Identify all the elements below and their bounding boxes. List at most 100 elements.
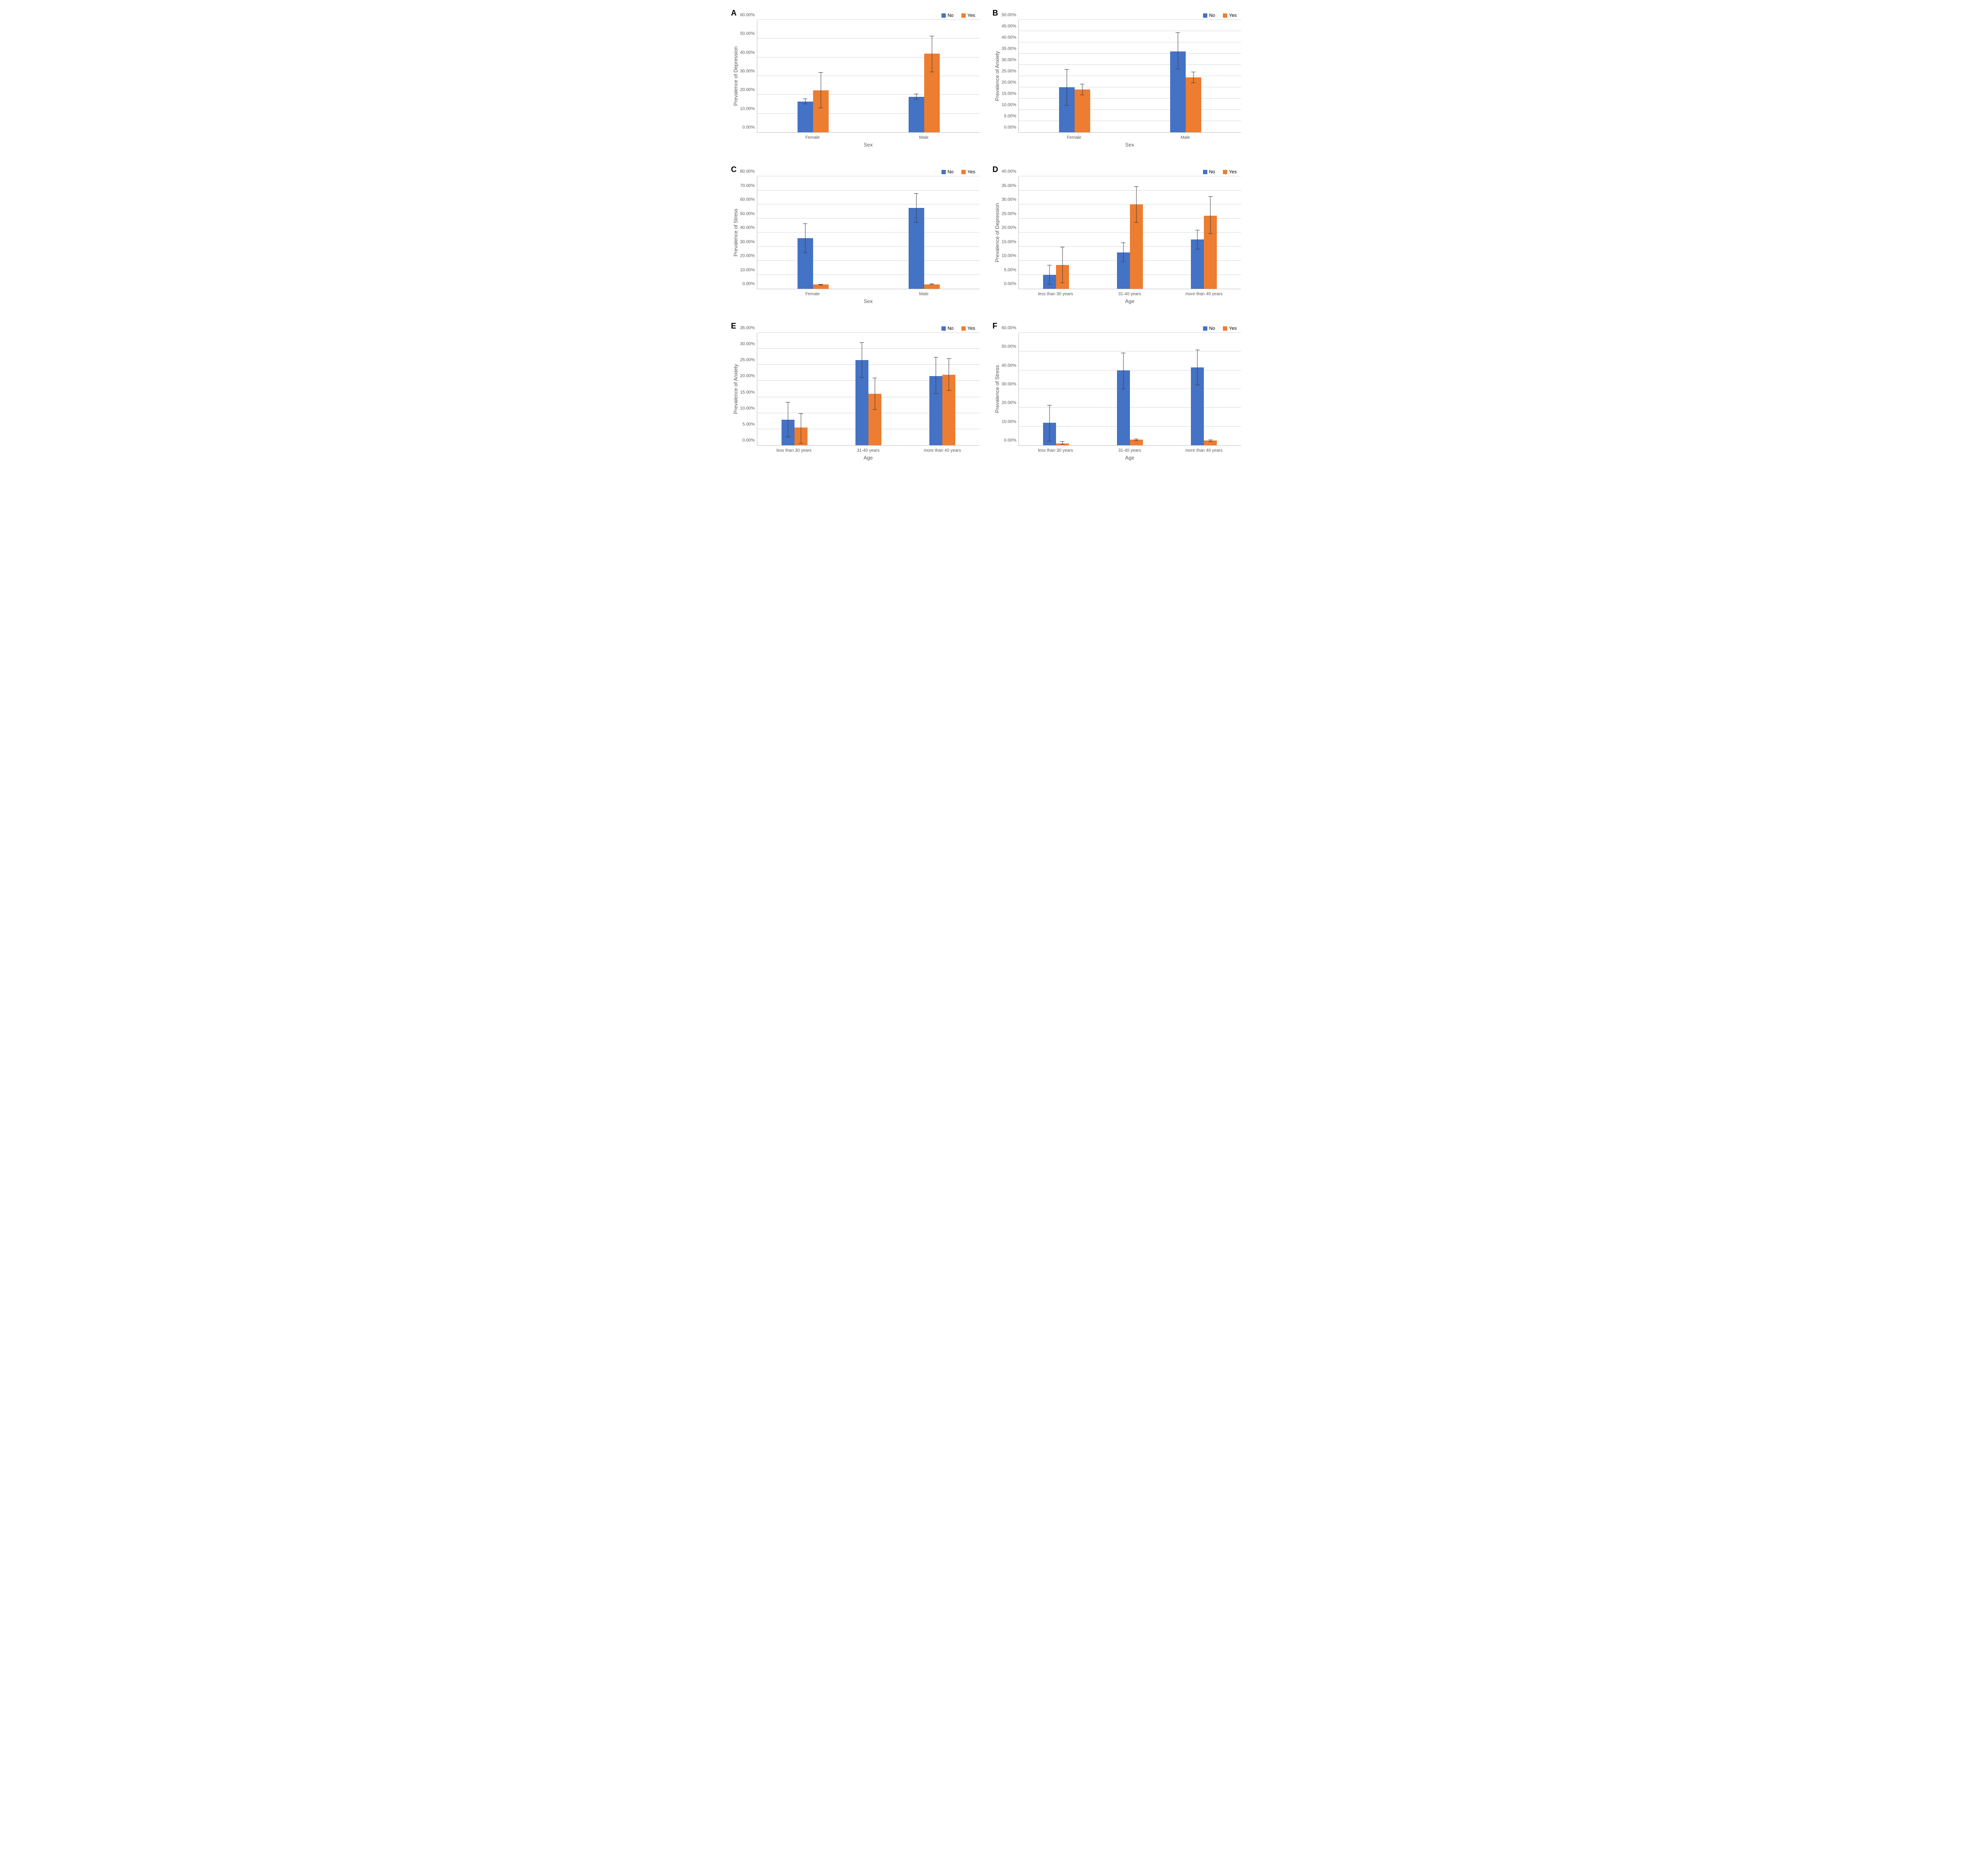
bar-no bbox=[909, 208, 924, 289]
y-axis-label: Prevalence of Stress bbox=[733, 209, 739, 257]
bar-no bbox=[1117, 252, 1130, 289]
xtick-label: 31-40 years bbox=[831, 448, 906, 453]
bar-group bbox=[1019, 20, 1130, 132]
bar-no bbox=[1191, 239, 1204, 289]
bars-container bbox=[757, 333, 980, 445]
ytick-label: 50.00% bbox=[740, 32, 757, 36]
legend-swatch-no bbox=[941, 170, 946, 174]
xtick-label: more than 40 years bbox=[1167, 292, 1241, 297]
legend: NoYes bbox=[1018, 13, 1241, 18]
legend-label-no: No bbox=[1209, 326, 1215, 331]
plot-area: 0.00%10.00%20.00%30.00%40.00%50.00%60.00… bbox=[757, 20, 980, 133]
bar-group bbox=[757, 333, 831, 445]
bar-yes bbox=[924, 54, 940, 132]
x-axis-label: Age bbox=[1018, 298, 1241, 304]
ytick-label: 10.00% bbox=[1002, 419, 1019, 424]
xtick-row: less than 30 years31-40 yearsmore than 4… bbox=[1018, 448, 1241, 453]
xtick-label: Male bbox=[868, 292, 980, 297]
ytick-label: 10.00% bbox=[740, 406, 757, 411]
ytick-label: 40.00% bbox=[1002, 35, 1019, 40]
error-bar bbox=[874, 378, 875, 410]
legend-swatch-yes bbox=[961, 170, 966, 174]
ytick-label: 15.00% bbox=[740, 390, 757, 395]
ytick-label: 25.00% bbox=[1002, 211, 1019, 216]
ytick-label: 30.00% bbox=[1002, 382, 1019, 387]
legend-swatch-yes bbox=[961, 13, 966, 18]
legend-item-yes: Yes bbox=[961, 13, 975, 18]
legend-label-yes: Yes bbox=[1229, 326, 1237, 331]
ytick-label: 35.00% bbox=[740, 326, 757, 331]
legend-label-no: No bbox=[948, 169, 954, 175]
bar-yes bbox=[1204, 216, 1217, 289]
x-axis-label: Age bbox=[1018, 455, 1241, 461]
ytick-label: 20.00% bbox=[1002, 401, 1019, 405]
ytick-label: 0.00% bbox=[743, 438, 757, 443]
x-axis-label: Sex bbox=[757, 298, 980, 304]
ytick-label: 45.00% bbox=[1002, 24, 1019, 29]
bar-no bbox=[1191, 367, 1204, 445]
bar-yes bbox=[942, 375, 955, 445]
xtick-row: less than 30 years31-40 yearsmore than 4… bbox=[757, 448, 980, 453]
ytick-label: 25.00% bbox=[740, 358, 757, 363]
chart-wrap: NoYes0.00%5.00%10.00%15.00%20.00%25.00%3… bbox=[992, 165, 1241, 304]
legend-label-yes: Yes bbox=[967, 326, 975, 331]
legend: No Yes bbox=[757, 326, 980, 331]
ytick-label: 25.00% bbox=[1002, 69, 1019, 74]
chart-panel-E: ENoYes0.00%5.00%10.00%15.00%20.00%25.00%… bbox=[731, 322, 980, 461]
bar-yes bbox=[1130, 204, 1143, 289]
bars-container bbox=[757, 176, 980, 289]
error-bar bbox=[820, 72, 821, 108]
error-bar bbox=[1210, 440, 1211, 442]
bar-group bbox=[868, 176, 980, 289]
ytick-label: 0.00% bbox=[743, 282, 757, 287]
chart-wrap: No Yes0.00%10.00%20.00%30.00%40.00%50.00%… bbox=[731, 165, 980, 304]
xtick-label: Male bbox=[868, 135, 980, 140]
ytick-label: 30.00% bbox=[740, 69, 757, 74]
plot-area: 0.00%10.00%20.00%30.00%40.00%50.00%60.00… bbox=[1018, 333, 1241, 446]
bar-yes bbox=[1130, 440, 1143, 445]
legend-swatch-yes bbox=[1223, 170, 1227, 174]
y-axis-label: Prevalence of Anxiety bbox=[733, 364, 739, 414]
xtick-label: Female bbox=[1018, 135, 1130, 140]
legend-item-no: No bbox=[941, 326, 954, 331]
legend-label-yes: Yes bbox=[1229, 169, 1237, 175]
bar-no bbox=[798, 102, 813, 133]
xtick-label: Male bbox=[1130, 135, 1241, 140]
error-bar bbox=[1066, 69, 1067, 105]
xtick-label: Female bbox=[757, 135, 868, 140]
legend-label-yes: Yes bbox=[967, 169, 975, 175]
legend-item-yes: Yes bbox=[1223, 13, 1237, 18]
legend: NoYes bbox=[757, 13, 980, 18]
y-axis-label: Prevalence of Anxiety bbox=[994, 51, 1000, 101]
ytick-label: 30.00% bbox=[1002, 198, 1019, 202]
ytick-label: 30.00% bbox=[740, 342, 757, 347]
ytick-label: 0.00% bbox=[1004, 438, 1019, 443]
chart-wrap: NoYes0.00%5.00%10.00%15.00%20.00%25.00%3… bbox=[992, 9, 1241, 148]
bar-no bbox=[929, 376, 942, 445]
legend-item-yes: Yes bbox=[1223, 326, 1237, 331]
y-axis-label: Prevalence of Depression bbox=[994, 203, 1000, 262]
bars-container bbox=[1019, 176, 1241, 289]
legend-item-no: No bbox=[941, 169, 954, 175]
ytick-label: 20.00% bbox=[740, 88, 757, 93]
ytick-label: 5.00% bbox=[743, 422, 757, 427]
ytick-label: 60.00% bbox=[1002, 326, 1019, 331]
legend-item-yes: Yes bbox=[961, 326, 975, 331]
plot-area: 0.00%5.00%10.00%15.00%20.00%25.00%30.00%… bbox=[1018, 176, 1241, 289]
plot-area: 0.00%10.00%20.00%30.00%40.00%50.00%60.00… bbox=[757, 176, 980, 289]
bar-no bbox=[855, 360, 868, 445]
ytick-label: 40.00% bbox=[1002, 363, 1019, 368]
bar-no bbox=[1043, 423, 1056, 445]
ytick-label: 35.00% bbox=[1002, 47, 1019, 51]
bar-group bbox=[757, 20, 868, 132]
bars-container bbox=[1019, 20, 1241, 132]
error-bar bbox=[1177, 32, 1178, 70]
bar-group bbox=[1019, 176, 1093, 289]
x-axis-label: Age bbox=[757, 455, 980, 461]
bar-group bbox=[1019, 333, 1093, 445]
ytick-label: 40.00% bbox=[740, 50, 757, 55]
ytick-label: 30.00% bbox=[1002, 58, 1019, 63]
ytick-label: 20.00% bbox=[1002, 226, 1019, 230]
legend-swatch-no bbox=[1203, 13, 1207, 18]
bar-yes bbox=[1056, 443, 1069, 445]
